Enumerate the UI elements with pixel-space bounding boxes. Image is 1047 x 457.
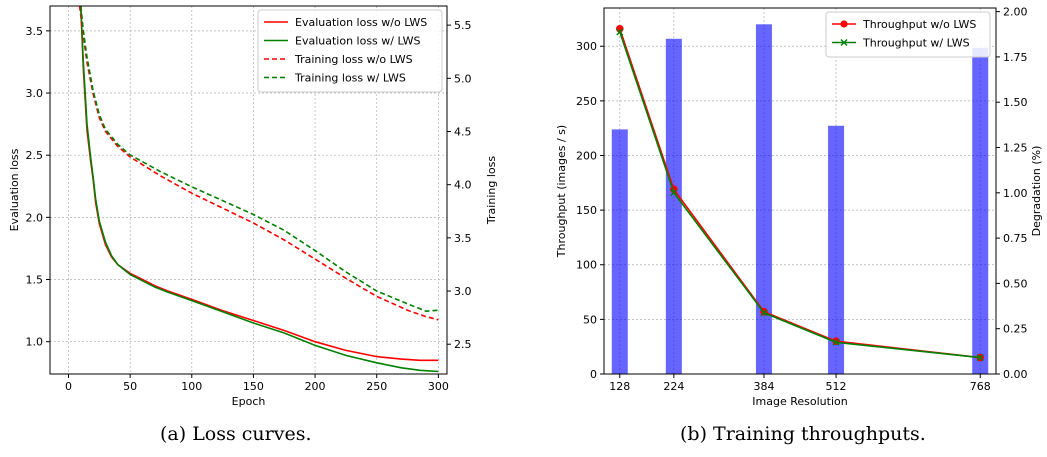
degradation-bar (828, 125, 845, 374)
legend-entry: Throughput w/ LWS (832, 37, 970, 50)
y-tick-label: 2.5 (26, 149, 44, 162)
legend-marker (840, 39, 848, 46)
y2-tick-label: 4.5 (454, 126, 472, 139)
legend-label: Evaluation loss w/ LWS (295, 35, 420, 48)
x-tick-label: 0 (65, 380, 72, 393)
y2-tick-label: 0.25 (1003, 323, 1028, 336)
y-tick-label: 3.5 (26, 25, 44, 38)
y2-tick-label: 0.00 (1003, 368, 1028, 381)
legend-entry: Evaluation loss w/ LWS (264, 35, 420, 48)
x-tick-label: 100 (181, 380, 202, 393)
y-tick-label: 2.0 (26, 211, 44, 224)
legend-box (257, 9, 443, 93)
y2-tick-label: 1.25 (1003, 142, 1028, 155)
y-tick-label: 1.5 (26, 274, 44, 287)
throughput-chart: 128 224 384 512 768 0 50 100 150 200 250 300 0.00 0.2… (555, 6, 1043, 408)
y2-tick-label: 4.0 (454, 179, 472, 192)
series-line (80, 6, 439, 313)
y2-tick-label: 2.00 (1003, 6, 1028, 19)
degradation-bar (611, 129, 628, 374)
x-axis-label: Image Resolution (752, 395, 847, 408)
x-tick-label: 384 (753, 380, 774, 393)
data-point (760, 309, 768, 317)
legend-label: Throughput w/o LWS (862, 18, 976, 31)
legend-marker (840, 20, 848, 28)
y2-axis-label: Degradation (%) (1030, 146, 1043, 237)
y2-tick-label: 3.0 (454, 285, 472, 298)
y-axis-label: Evaluation loss (8, 148, 21, 231)
y2-axis-label: Training loss (485, 156, 498, 225)
plot-body (611, 24, 989, 374)
y-tick-label: 300 (576, 40, 597, 53)
series-line (80, 6, 439, 373)
loss-chart: 0 50 100 150 200 250 300 1.0 1.5 2.0 2.5 3.0 3.5 2.5 3… (8, 5, 498, 408)
plot-frame (49, 5, 448, 375)
x-tick-label: 512 (826, 380, 847, 393)
x-tick-label: 300 (428, 380, 449, 393)
legend-entry: Training loss w/ LWS (264, 72, 406, 85)
y2-tick-label: 0.75 (1003, 232, 1028, 245)
y2-tick-label: 5.0 (454, 72, 472, 85)
y2-tick-label: 1.50 (1003, 96, 1028, 109)
y2-tick-label: 1.00 (1003, 187, 1028, 200)
y-tick-label: 3.0 (26, 87, 44, 100)
x-tick-label: 200 (305, 380, 326, 393)
data-point (670, 189, 678, 197)
series-group (78, 6, 439, 373)
y-tick-label: 1.0 (26, 336, 44, 349)
y-tick-label: 100 (576, 259, 597, 272)
y-tick-label: 50 (583, 313, 597, 326)
y-tick-label: 250 (576, 95, 597, 108)
legend-label: Evaluation loss w/o LWS (295, 16, 427, 29)
y2-tick-label: 5.5 (454, 19, 472, 32)
plot-frame (603, 7, 997, 375)
data-point (616, 28, 624, 36)
legend-entry: Evaluation loss w/o LWS (264, 16, 427, 29)
y2-tick-label: 3.5 (454, 232, 472, 245)
x-axis-label: Epoch (232, 395, 266, 408)
x-tick-label: 250 (366, 380, 387, 393)
degradation-bar (665, 38, 682, 374)
x-tick-label: 50 (123, 380, 137, 393)
degradation-bar (972, 47, 989, 374)
data-point (976, 354, 984, 362)
y2-tick-label: 2.5 (454, 338, 472, 351)
legend-label: Throughput w/ LWS (862, 37, 970, 50)
x-tick-label: 150 (243, 380, 264, 393)
grid (604, 8, 996, 375)
legend-box (825, 11, 991, 58)
data-point (832, 338, 840, 346)
legend-entry: Throughput w/o LWS (832, 18, 976, 31)
y-axis-label: Throughput (images / s) (555, 125, 568, 258)
degradation-bar (755, 24, 772, 374)
x-tick-label: 224 (663, 380, 684, 393)
legend-entry: Training loss w/o LWS (264, 53, 413, 66)
x-tick-label: 768 (970, 380, 991, 393)
caption-loss-curves: (a) Loss curves. (160, 423, 312, 445)
y-tick-label: 150 (576, 204, 597, 217)
x-tick-label: 128 (609, 380, 630, 393)
series-line (78, 6, 439, 321)
y2-tick-label: 1.75 (1003, 51, 1028, 64)
y-tick-label: 0 (590, 368, 597, 381)
y-tick-label: 200 (576, 149, 597, 162)
legend-label: Training loss w/ LWS (294, 72, 406, 85)
legend-label: Training loss w/o LWS (294, 53, 413, 66)
y2-tick-label: 0.50 (1003, 277, 1028, 290)
caption-training-throughputs: (b) Training throughputs. (680, 423, 926, 445)
